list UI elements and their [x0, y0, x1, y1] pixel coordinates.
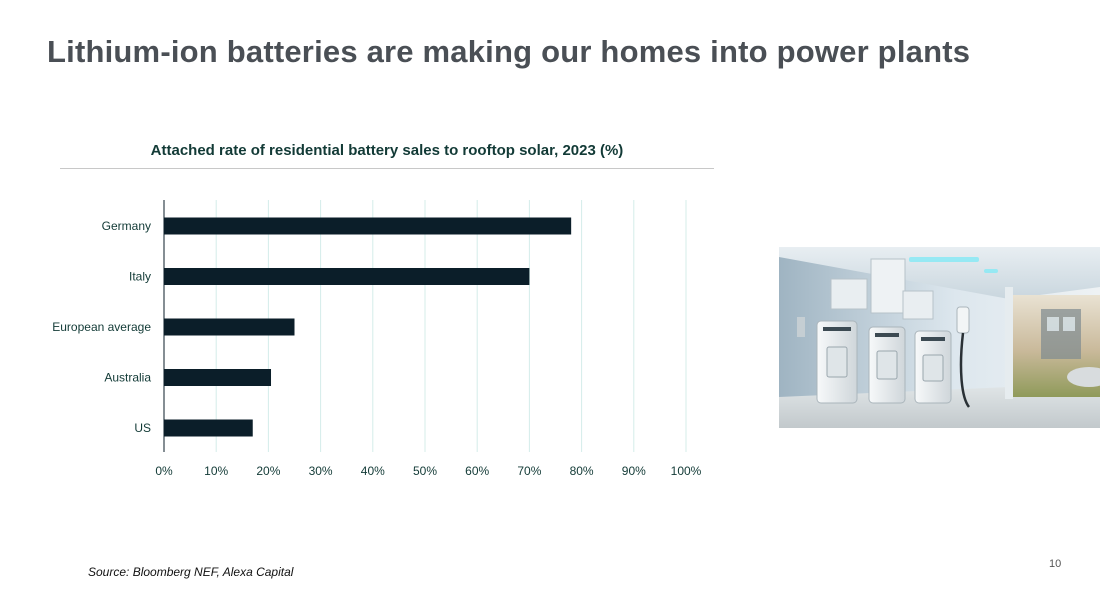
category-label: Australia	[104, 371, 151, 385]
chart-title-divider	[60, 168, 714, 169]
bar	[164, 369, 272, 386]
x-tick-labels: 0% 10% 20% 30% 40% 50% 60% 70% 80% 90% 100%	[155, 464, 701, 478]
x-tick-label: 40%	[361, 464, 385, 478]
gridlines	[215, 200, 687, 452]
bar	[164, 217, 572, 235]
bar	[164, 419, 253, 437]
page-number: 10	[1049, 558, 1062, 570]
category-labels: Germany Italy European average Australia US	[52, 219, 151, 435]
x-tick-label: 70%	[517, 464, 541, 478]
bars	[164, 217, 572, 437]
slide-title: Lithium-ion batteries are making our hom…	[47, 34, 971, 69]
x-tick-label: 10%	[204, 464, 228, 478]
category-label: US	[134, 421, 151, 435]
category-label: European average	[52, 320, 151, 334]
x-tick-label: 90%	[622, 464, 646, 478]
x-tick-label: 30%	[309, 464, 333, 478]
x-tick-label: 50%	[413, 464, 437, 478]
bar	[164, 268, 530, 285]
source-note: Source: Bloomberg NEF, Alexa Capital	[88, 565, 294, 579]
chart-title: Attached rate of residential battery sal…	[150, 142, 624, 159]
category-label: Germany	[102, 219, 151, 233]
category-label: Italy	[129, 270, 151, 284]
bar	[164, 318, 295, 336]
x-tick-label: 80%	[570, 464, 594, 478]
x-tick-label: 60%	[465, 464, 489, 478]
x-tick-label: 20%	[256, 464, 280, 478]
home-battery-photo	[779, 247, 1100, 428]
x-tick-label: 100%	[671, 464, 702, 478]
x-tick-label: 0%	[155, 464, 173, 478]
